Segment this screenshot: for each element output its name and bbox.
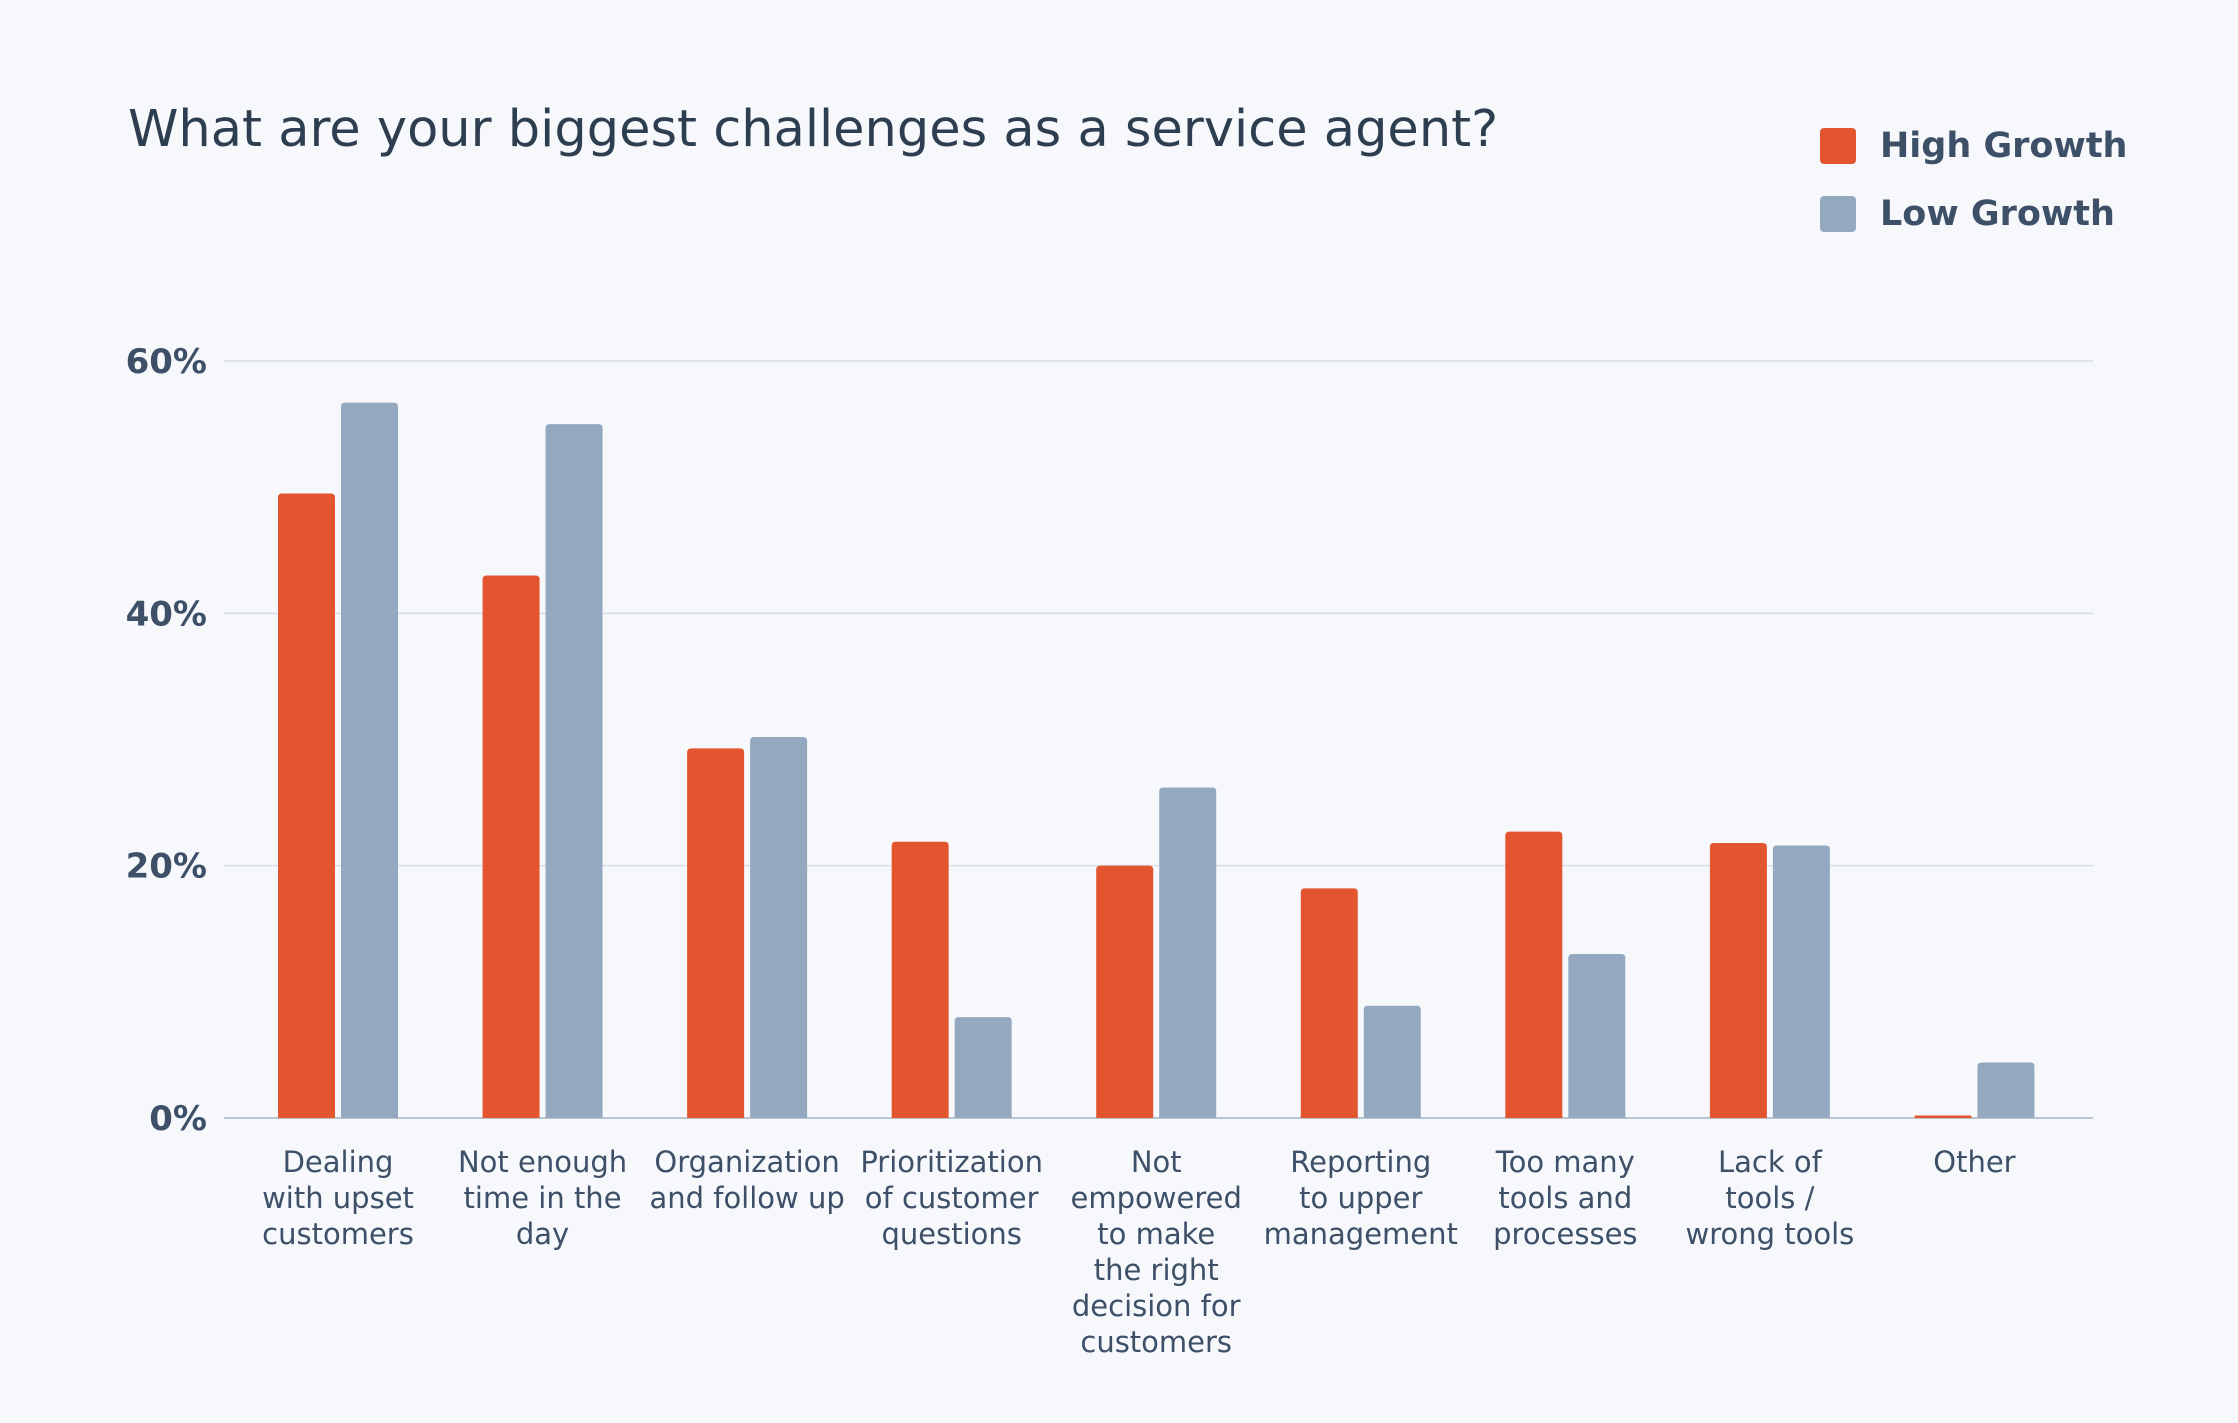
bars [278, 402, 2035, 1119]
bar-low-growth-other [1977, 1062, 2035, 1118]
x-tick-label-other: Other [1933, 1145, 2015, 1179]
x-tick-label-organization-and-follow-up: Organization and follow up [649, 1145, 844, 1215]
bar-high-growth-dealing-with-upset-customers [278, 493, 335, 1119]
bar-high-growth-reporting-to-upper-management [1300, 888, 1358, 1118]
legend-label-high-growth: High Growth [1880, 126, 2128, 166]
x-tick-label-too-many-tools-and-processes: Too many tools and processes [1493, 1145, 1637, 1251]
x-tick-label-reporting-to-upper-management: Reporting to upper management [1264, 1145, 1458, 1251]
legend-item-low-growth: Low Growth [1820, 180, 2127, 248]
legend-label-low-growth: Low Growth [1880, 194, 2115, 234]
legend-item-high-growth: High Growth [1820, 112, 2127, 180]
bar-high-growth-organization-and-follow-up [687, 748, 745, 1118]
bar-low-growth-reporting-to-upper-management [1363, 1005, 1421, 1118]
bar-high-growth-prioritization-of-customer-questions [891, 841, 949, 1118]
legend-swatch-low-growth [1820, 196, 1856, 232]
bar-high-growth-other [1914, 1115, 1972, 1118]
bar-high-growth-not-empowered-to-make-the-right-decision-for-customers [1096, 865, 1154, 1118]
y-axis-ticks: 0% 20% 40% 60% [126, 342, 207, 1139]
x-axis-ticks: Dealing with upset customers Not enough time… [262, 1145, 2016, 1359]
x-tick-label-dealing-with-upset-customers: Dealing with upset customers [262, 1145, 414, 1251]
x-tick-label-lack-of-tools-wrong-tools: Lack of tools / wrong tools [1685, 1145, 1854, 1251]
bar-low-growth-dealing-with-upset-customers [341, 402, 398, 1118]
legend-swatch-high-growth [1820, 128, 1856, 164]
x-tick-label-not-empowered-to-make-the-right-decision-for-customers: Not empowered to make the right decision for… [1071, 1145, 1242, 1359]
legend: High Growth Low Growth [1820, 112, 2127, 248]
bar-low-growth-not-empowered-to-make-the-right-decision-for-customers [1159, 787, 1217, 1118]
bar-low-growth-organization-and-follow-up [750, 736, 808, 1118]
y-tick-label: 20% [126, 847, 207, 887]
x-tick-label-prioritization-of-customer-questions: Prioritization of customer questions [860, 1145, 1043, 1251]
y-tick-label: 40% [126, 594, 207, 634]
y-tick-label: 0% [149, 1099, 207, 1139]
bar-high-growth-lack-of-tools-wrong-tools [1709, 842, 1767, 1118]
chart-title: What are your biggest challenges as a se… [128, 100, 1499, 159]
bar-high-growth-not-enough-time-in-the-day [482, 575, 540, 1118]
x-tick-label-not-enough-time-in-the-day: Not enough time in the day [458, 1145, 627, 1251]
bar-low-growth-not-enough-time-in-the-day [545, 424, 603, 1118]
bar-low-growth-too-many-tools-and-processes [1568, 953, 1626, 1118]
bar-high-growth-too-many-tools-and-processes [1505, 831, 1563, 1118]
bar-low-growth-prioritization-of-customer-questions [954, 1017, 1012, 1118]
y-tick-label: 60% [126, 342, 207, 382]
bar-low-growth-lack-of-tools-wrong-tools [1772, 845, 1830, 1118]
